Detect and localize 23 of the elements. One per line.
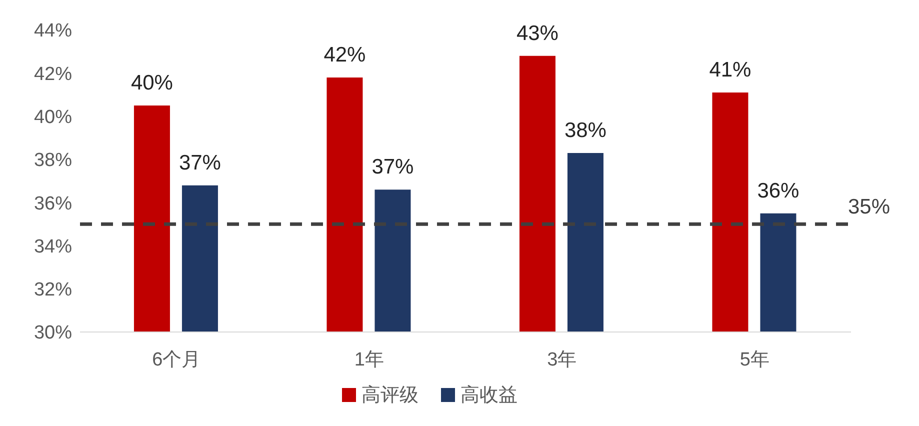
y-tick-label: 32% [34,280,72,301]
y-tick-label: 44% [34,20,72,42]
data-label: 36% [757,179,800,202]
y-tick-label: 34% [34,236,72,258]
data-label: 43% [516,22,558,45]
x-tick-label: 6个月 [152,349,201,370]
legend-label: 高评级 [360,384,418,408]
y-tick-label: 36% [34,193,72,214]
data-label: 42% [324,43,366,66]
x-tick-label: 3年 [547,349,577,370]
y-tick-label: 40% [34,107,72,128]
data-label: 38% [564,118,606,142]
x-tick-label: 1年 [354,349,384,370]
y-tick-label: 38% [34,150,72,172]
y-tick-label: 30% [34,322,72,344]
data-label: 40% [130,72,173,94]
ref-line-label: 35% [848,196,890,219]
data-label: 41% [709,58,752,82]
data-label: 37% [372,156,414,179]
y-tick-label: 42% [34,64,72,85]
data-label: 37% [178,151,221,174]
legend-label: 高收益 [460,384,518,408]
x-tick-label: 5年 [740,349,770,370]
